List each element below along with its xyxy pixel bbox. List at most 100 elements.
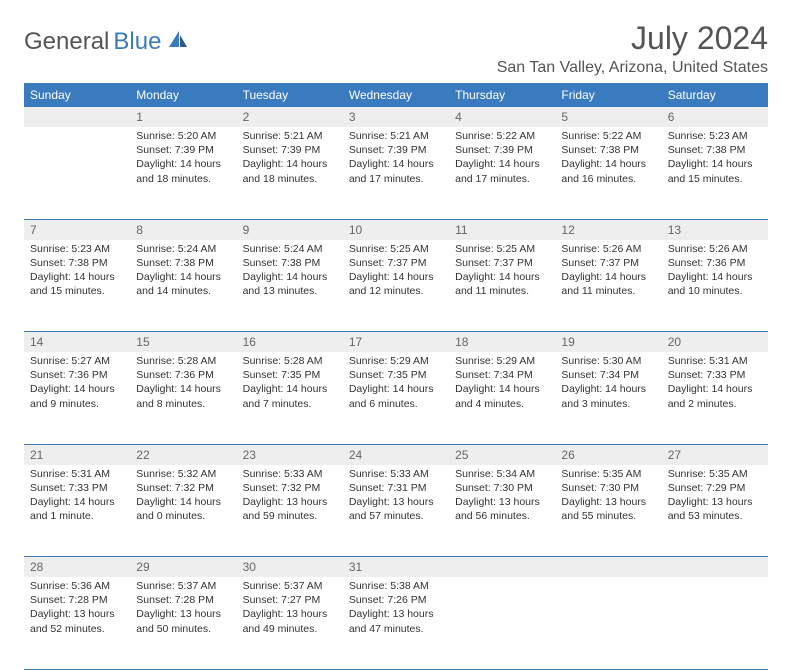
content-row: Sunrise: 5:27 AMSunset: 7:36 PMDaylight:… bbox=[24, 352, 768, 444]
day-cell bbox=[449, 577, 555, 669]
day2-text: and 56 minutes. bbox=[455, 509, 549, 523]
day-cell: Sunrise: 5:25 AMSunset: 7:37 PMDaylight:… bbox=[343, 240, 449, 332]
month-title: July 2024 bbox=[497, 20, 768, 57]
day-details: Sunrise: 5:31 AMSunset: 7:33 PMDaylight:… bbox=[662, 352, 768, 415]
day-cell: Sunrise: 5:24 AMSunset: 7:38 PMDaylight:… bbox=[130, 240, 236, 332]
day2-text: and 15 minutes. bbox=[30, 284, 124, 298]
day-number: 30 bbox=[237, 557, 343, 578]
day-details: Sunrise: 5:35 AMSunset: 7:29 PMDaylight:… bbox=[662, 465, 768, 528]
day-details: Sunrise: 5:26 AMSunset: 7:36 PMDaylight:… bbox=[662, 240, 768, 303]
sunrise-text: Sunrise: 5:21 AM bbox=[349, 129, 443, 143]
sunrise-text: Sunrise: 5:23 AM bbox=[668, 129, 762, 143]
col-monday: Monday bbox=[130, 83, 236, 107]
day1-text: Daylight: 14 hours bbox=[455, 270, 549, 284]
col-thursday: Thursday bbox=[449, 83, 555, 107]
day-number bbox=[24, 107, 130, 127]
day-cell: Sunrise: 5:36 AMSunset: 7:28 PMDaylight:… bbox=[24, 577, 130, 669]
day-details: Sunrise: 5:28 AMSunset: 7:36 PMDaylight:… bbox=[130, 352, 236, 415]
day2-text: and 52 minutes. bbox=[30, 622, 124, 636]
day-details: Sunrise: 5:34 AMSunset: 7:30 PMDaylight:… bbox=[449, 465, 555, 528]
content-row: Sunrise: 5:36 AM Sunset: 7:28 PM Daylight:… bbox=[24, 577, 768, 669]
day1-text: Daylight: 14 hours bbox=[30, 270, 124, 284]
day-cell: Sunrise: 5:27 AMSunset: 7:36 PMDaylight:… bbox=[24, 352, 130, 444]
day-cell: Sunrise: 5:28 AMSunset: 7:35 PMDaylight:… bbox=[237, 352, 343, 444]
day-number: 31 bbox=[343, 557, 449, 578]
day-details: Sunrise: 5:24 AMSunset: 7:38 PMDaylight:… bbox=[237, 240, 343, 303]
day-cell: Sunrise: 5:33 AMSunset: 7:31 PMDaylight:… bbox=[343, 465, 449, 557]
logo: GeneralBlue bbox=[24, 20, 189, 56]
sunrise-text: Sunrise: 5:25 AM bbox=[349, 242, 443, 256]
sunset-text: Sunset: 7:38 PM bbox=[243, 256, 337, 270]
day-cell bbox=[555, 577, 661, 669]
day-cell: Sunrise: 5:29 AMSunset: 7:34 PMDaylight:… bbox=[449, 352, 555, 444]
sunset-text: Sunset: 7:29 PM bbox=[668, 481, 762, 495]
sunrise-text: Sunrise: 5:35 AM bbox=[561, 467, 655, 481]
content-row: Sunrise: 5:20 AMSunset: 7:39 PMDaylight:… bbox=[24, 127, 768, 219]
sunrise-text: Sunrise: 5:24 AM bbox=[136, 242, 230, 256]
day1-text: Daylight: 13 hours bbox=[30, 607, 124, 621]
day2-text: and 16 minutes. bbox=[561, 172, 655, 186]
day2-text: and 57 minutes. bbox=[349, 509, 443, 523]
day-number bbox=[555, 557, 661, 578]
title-block: July 2024 San Tan Valley, Arizona, Unite… bbox=[497, 20, 768, 77]
col-wednesday: Wednesday bbox=[343, 83, 449, 107]
day1-text: Daylight: 13 hours bbox=[243, 495, 337, 509]
day-number: 7 bbox=[24, 219, 130, 240]
day1-text: Daylight: 14 hours bbox=[136, 495, 230, 509]
sunset-text: Sunset: 7:35 PM bbox=[243, 368, 337, 382]
day-details: Sunrise: 5:31 AMSunset: 7:33 PMDaylight:… bbox=[24, 465, 130, 528]
sunrise-text: Sunrise: 5:28 AM bbox=[243, 354, 337, 368]
sunset-text: Sunset: 7:27 PM bbox=[243, 593, 337, 607]
sunset-text: Sunset: 7:37 PM bbox=[561, 256, 655, 270]
day-number: 15 bbox=[130, 332, 236, 353]
day-details: Sunrise: 5:29 AMSunset: 7:35 PMDaylight:… bbox=[343, 352, 449, 415]
header: GeneralBlue July 2024 San Tan Valley, Ar… bbox=[24, 20, 768, 77]
day-details: Sunrise: 5:26 AMSunset: 7:37 PMDaylight:… bbox=[555, 240, 661, 303]
sunset-text: Sunset: 7:38 PM bbox=[136, 256, 230, 270]
day-number: 28 bbox=[24, 557, 130, 578]
day-details: Sunrise: 5:25 AMSunset: 7:37 PMDaylight:… bbox=[343, 240, 449, 303]
day-cell: Sunrise: 5:21 AMSunset: 7:39 PMDaylight:… bbox=[343, 127, 449, 219]
calendar-table: Sunday Monday Tuesday Wednesday Thursday… bbox=[24, 83, 768, 670]
day1-text: Daylight: 14 hours bbox=[349, 157, 443, 171]
day-number bbox=[662, 557, 768, 578]
sunset-text: Sunset: 7:39 PM bbox=[136, 143, 230, 157]
day2-text: and 7 minutes. bbox=[243, 397, 337, 411]
day-cell: Sunrise: 5:35 AMSunset: 7:30 PMDaylight:… bbox=[555, 465, 661, 557]
day1-text: Daylight: 14 hours bbox=[561, 382, 655, 396]
day-cell: Sunrise: 5:37 AMSunset: 7:28 PMDaylight:… bbox=[130, 577, 236, 669]
day-cell bbox=[24, 127, 130, 219]
sunset-text: Sunset: 7:39 PM bbox=[243, 143, 337, 157]
day-cell: Sunrise: 5:28 AMSunset: 7:36 PMDaylight:… bbox=[130, 352, 236, 444]
day1-text: Daylight: 14 hours bbox=[561, 270, 655, 284]
day2-text: and 18 minutes. bbox=[243, 172, 337, 186]
sunset-text: Sunset: 7:39 PM bbox=[455, 143, 549, 157]
day2-text: and 8 minutes. bbox=[136, 397, 230, 411]
sunset-text: Sunset: 7:31 PM bbox=[349, 481, 443, 495]
day-details: Sunrise: 5:21 AMSunset: 7:39 PMDaylight:… bbox=[237, 127, 343, 190]
day-number: 27 bbox=[662, 444, 768, 465]
day-cell: Sunrise: 5:32 AMSunset: 7:32 PMDaylight:… bbox=[130, 465, 236, 557]
day2-text: and 14 minutes. bbox=[136, 284, 230, 298]
sunrise-text: Sunrise: 5:21 AM bbox=[243, 129, 337, 143]
sunrise-text: Sunrise: 5:27 AM bbox=[30, 354, 124, 368]
day-details: Sunrise: 5:21 AMSunset: 7:39 PMDaylight:… bbox=[343, 127, 449, 190]
day2-text: and 55 minutes. bbox=[561, 509, 655, 523]
day-number: 16 bbox=[237, 332, 343, 353]
day1-text: Daylight: 13 hours bbox=[243, 607, 337, 621]
day-number: 2 bbox=[237, 107, 343, 127]
sunrise-text: Sunrise: 5:20 AM bbox=[136, 129, 230, 143]
sunrise-text: Sunrise: 5:36 AM bbox=[30, 579, 124, 593]
sunset-text: Sunset: 7:32 PM bbox=[243, 481, 337, 495]
day-cell: Sunrise: 5:23 AMSunset: 7:38 PMDaylight:… bbox=[662, 127, 768, 219]
sunset-text: Sunset: 7:28 PM bbox=[136, 593, 230, 607]
day-cell: Sunrise: 5:20 AMSunset: 7:39 PMDaylight:… bbox=[130, 127, 236, 219]
col-tuesday: Tuesday bbox=[237, 83, 343, 107]
day-number: 23 bbox=[237, 444, 343, 465]
day-cell: Sunrise: 5:26 AMSunset: 7:37 PMDaylight:… bbox=[555, 240, 661, 332]
day1-text: Daylight: 13 hours bbox=[349, 495, 443, 509]
day2-text: and 49 minutes. bbox=[243, 622, 337, 636]
day-number: 8 bbox=[130, 219, 236, 240]
sunrise-text: Sunrise: 5:32 AM bbox=[136, 467, 230, 481]
day1-text: Daylight: 14 hours bbox=[349, 270, 443, 284]
